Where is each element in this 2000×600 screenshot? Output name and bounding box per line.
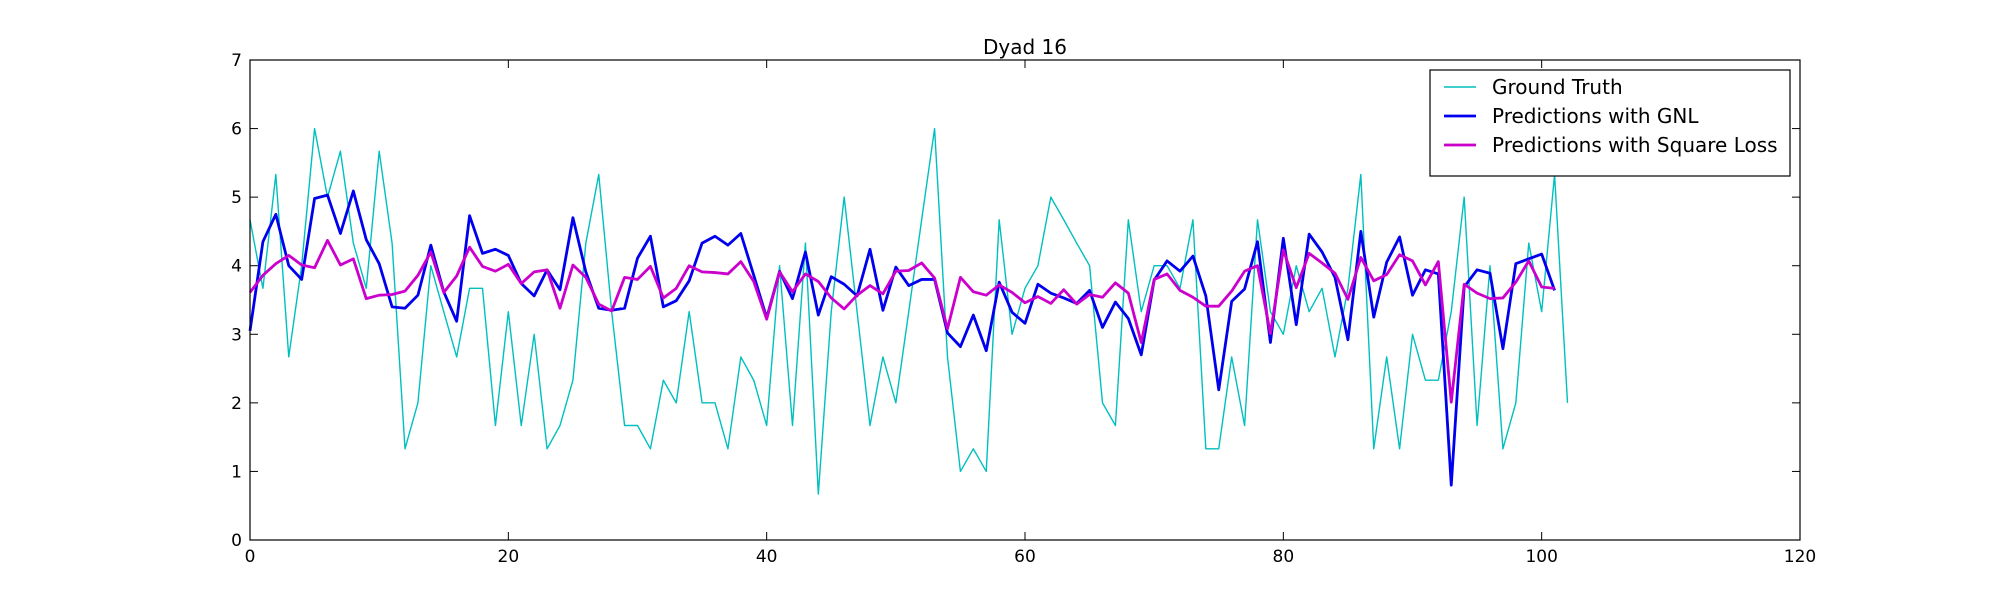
x-tick-label: 20 bbox=[498, 547, 520, 567]
legend-label-0: Ground Truth bbox=[1492, 75, 1623, 99]
y-tick-label: 4 bbox=[231, 257, 242, 277]
y-tick-label: 1 bbox=[231, 462, 242, 482]
y-tick-label: 2 bbox=[231, 394, 242, 414]
series-layer bbox=[248, 127, 1569, 495]
x-tick-label: 60 bbox=[1014, 547, 1036, 567]
legend: Ground Truth Predictions with GNL Predicti… bbox=[1429, 69, 1791, 177]
y-tick-label: 5 bbox=[231, 188, 242, 208]
y-tick-label: 3 bbox=[231, 325, 242, 345]
legend-label-2: Predictions with Square Loss bbox=[1492, 133, 1778, 157]
series-line-2 bbox=[248, 238, 1555, 404]
x-tick-label: 0 bbox=[245, 547, 256, 567]
y-tick-label: 7 bbox=[231, 51, 242, 71]
series-line-0 bbox=[249, 127, 1569, 495]
legend-box bbox=[1429, 69, 1791, 177]
x-tick-label: 40 bbox=[756, 547, 778, 567]
legend-label-1: Predictions with GNL bbox=[1492, 104, 1699, 128]
x-tick-label: 100 bbox=[1525, 547, 1557, 567]
axis-ticks: 0 20 40 60 80 100 120 0 1 2 3 4 5 6 7 bbox=[231, 51, 1816, 567]
chart-title: Dyad 16 bbox=[983, 35, 1067, 59]
y-tick-label: 6 bbox=[231, 120, 242, 140]
y-tick-label: 0 bbox=[231, 531, 242, 551]
x-tick-label: 80 bbox=[1273, 547, 1295, 567]
series-line-1 bbox=[248, 189, 1556, 487]
x-tick-label: 120 bbox=[1784, 547, 1816, 567]
